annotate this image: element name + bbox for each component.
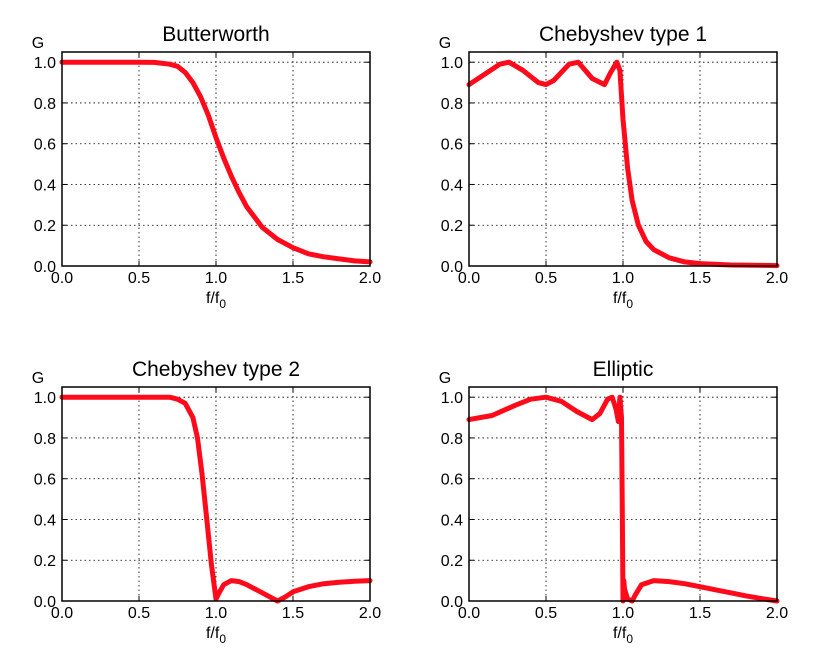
chart-panel-4: 0.0 0.5 1.0 1.5 2.0 0.0 0.2 0.4 0.6 0.8 1.0 Ellipti…	[439, 358, 788, 646]
y-tick-label: 0.8	[34, 96, 56, 113]
y-tick-label: 1.0	[34, 55, 56, 72]
x-tick-label: 0.0	[458, 270, 480, 287]
x-tick-label: 1.0	[205, 605, 227, 622]
chart-title: Chebyshev type 2	[132, 358, 300, 381]
y-axis-label: G	[32, 370, 44, 387]
response-curve	[466, 394, 780, 604]
y-tick-label: 1.0	[34, 390, 56, 407]
plot-frame	[468, 386, 778, 602]
y-tick-label: 1.0	[441, 390, 463, 407]
y-tick-label: 0.2	[34, 553, 56, 570]
x-tick-label: 2.0	[359, 270, 381, 287]
y-tick-label: 0.4	[34, 512, 56, 529]
y-tick-label: 0.8	[34, 431, 56, 448]
response-curve	[466, 59, 780, 269]
chart-title: Butterworth	[162, 23, 269, 46]
y-tick-label: 0.2	[34, 218, 56, 235]
x-tick-label: 0.0	[51, 270, 73, 287]
x-tick-label: 0.5	[128, 605, 150, 622]
y-tick-label: 0.0	[441, 594, 463, 611]
plot-frame	[61, 51, 371, 267]
x-tick-label: 1.0	[612, 270, 634, 287]
x-axis-label: f/f0	[206, 290, 226, 311]
x-tick-label: 1.5	[689, 605, 711, 622]
x-tick-label: 0.0	[51, 605, 73, 622]
x-axis-label: f/f0	[206, 625, 226, 646]
response-curve	[59, 59, 373, 265]
y-tick-label: 0.0	[34, 259, 56, 276]
y-tick-label: 0.0	[441, 259, 463, 276]
x-tick-label: 0.5	[535, 605, 557, 622]
x-tick-label: 0.0	[458, 605, 480, 622]
x-axis-label: f/f0	[613, 625, 633, 646]
y-tick-label: 0.4	[441, 177, 463, 194]
y-tick-label: 0.4	[441, 512, 463, 529]
y-tick-label: 0.6	[34, 472, 56, 489]
x-tick-label: 2.0	[359, 605, 381, 622]
x-axis-label: f/f0	[613, 290, 633, 311]
y-tick-label: 0.6	[34, 137, 56, 154]
y-tick-label: 0.6	[441, 137, 463, 154]
plot-frame	[468, 51, 778, 267]
x-tick-label: 1.0	[612, 605, 634, 622]
x-tick-label: 0.5	[128, 270, 150, 287]
y-axis-label: G	[439, 35, 451, 52]
x-tick-label: 0.5	[535, 270, 557, 287]
chart-panel-3: 0.0 0.5 1.0 1.5 2.0 0.0 0.2 0.4 0.6 0.8 1.0 Chebysh…	[32, 358, 381, 646]
x-tick-label: 1.5	[689, 270, 711, 287]
x-tick-label: 2.0	[766, 605, 788, 622]
x-tick-label: 2.0	[766, 270, 788, 287]
y-tick-label: 0.0	[34, 594, 56, 611]
x-tick-label: 1.5	[282, 270, 304, 287]
y-tick-label: 1.0	[441, 55, 463, 72]
y-tick-label: 0.8	[441, 431, 463, 448]
y-tick-label: 0.2	[441, 553, 463, 570]
y-axis-label: G	[32, 35, 44, 52]
plot-frame	[61, 386, 371, 602]
y-axis-label: G	[439, 370, 451, 387]
response-curve	[59, 394, 373, 604]
x-tick-label: 1.0	[205, 270, 227, 287]
chart-panel-1: 0.0 0.5 1.0 1.5 2.0 0.0 0.2 0.4 0.6 0.8 1.0 Butterw…	[32, 23, 381, 311]
chart-panel-2: 0.0 0.5 1.0 1.5 2.0 0.0 0.2 0.4 0.6 0.8 1.0 Chebysh…	[439, 23, 788, 311]
y-tick-label: 0.6	[441, 472, 463, 489]
chart-title: Elliptic	[593, 358, 654, 381]
chart-title: Chebyshev type 1	[539, 23, 707, 46]
x-tick-label: 1.5	[282, 605, 304, 622]
y-tick-label: 0.2	[441, 218, 463, 235]
y-tick-label: 0.8	[441, 96, 463, 113]
y-tick-label: 0.4	[34, 177, 56, 194]
